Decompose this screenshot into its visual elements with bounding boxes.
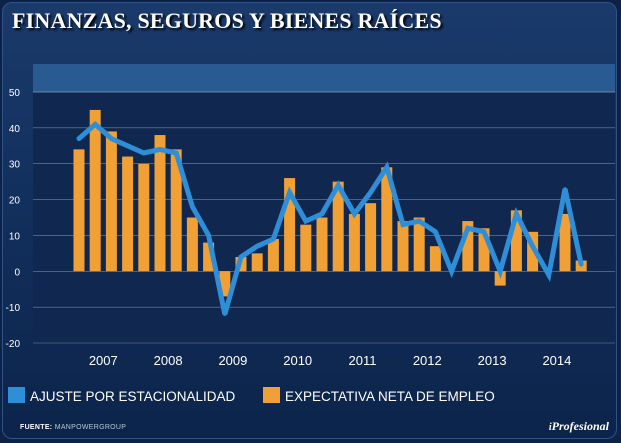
line-point [320,212,324,216]
y-tick-label: 40 [9,124,21,135]
line-point [433,230,437,234]
line-point [531,244,535,248]
line-point [417,219,421,223]
line-point [482,230,486,234]
bar [478,228,490,272]
line-point [207,233,211,238]
bar [105,131,117,272]
bar [203,242,215,272]
bar [316,217,328,272]
bar [365,203,377,272]
bar [348,213,360,272]
legend-bar-label: EXPECTATIVA NETA DE EMPLEO [285,389,495,404]
legend: AJUSTE POR ESTACIONALIDAD EXPECTATIVA NE… [8,387,495,404]
line-point [579,262,583,266]
legend-bar-swatch [263,387,280,403]
line-point [158,147,162,151]
bar [397,221,409,272]
y-tick-label: -10 [6,303,21,314]
bar [381,167,393,272]
x-tick-label: 2012 [413,353,442,368]
source-note: FUENTE: MANPOWERGROUP [20,424,126,431]
bar [73,149,85,272]
bar [462,221,474,272]
bar [332,181,344,272]
line-point [126,144,130,148]
publisher-logo: iProfesional [549,419,609,434]
x-tick-label: 2008 [154,353,183,368]
line-point [174,151,178,155]
y-axis: 50 40 30 20 10 0 -10 -20 [6,88,21,350]
x-tick-label: 2011 [349,353,377,368]
x-tick-label: 2014 [542,353,571,368]
source-name: MANPOWERGROUP [54,424,127,431]
x-tick-label: 2007 [89,353,118,368]
bar [267,239,279,272]
series-line [76,120,584,315]
bar [251,253,263,272]
line-point [336,183,340,187]
line-point [271,237,275,241]
line-series [76,120,584,316]
line-point [385,165,389,169]
line-point [142,151,146,155]
line-point [466,226,470,230]
bar [122,156,134,272]
line-point [288,190,292,194]
x-tick-label: 2009 [218,353,247,368]
page-title: FINANZAS, SEGUROS Y BIENES RAÍCES [12,8,442,33]
line-point [304,219,308,223]
plot-background [33,64,615,346]
bar [186,217,198,272]
y-tick-label: 0 [14,267,20,278]
x-axis: 2007 2008 2009 2010 2011 2012 2013 2014 [89,353,572,368]
y-tick-label: 10 [9,231,21,242]
logo-prefix: i [548,422,552,433]
plot-header-band [33,64,615,92]
line-point [401,223,405,227]
bar [494,271,506,286]
y-tick-label: 20 [9,196,21,207]
line-point [93,122,97,126]
line-point [450,269,454,273]
legend-line-swatch [8,387,25,403]
bar [527,231,539,272]
bar [284,178,296,272]
y-tick-label: 30 [9,160,21,171]
line-point [563,187,567,191]
line-point [498,269,502,273]
bar [413,217,425,272]
x-tick-label: 2010 [283,353,312,368]
line-point [77,137,81,141]
bar [170,149,182,272]
bar [429,246,441,272]
line-point [190,205,194,209]
legend-line-label: AJUSTE POR ESTACIONALIDAD [30,389,236,404]
bar [138,163,150,272]
bar [89,109,101,272]
line-point [514,212,519,216]
bar [154,135,166,272]
bar [510,210,522,272]
line-point [239,255,243,259]
line-point [547,273,551,277]
bar [559,213,571,272]
line-point [352,212,356,216]
x-tick-label: 2013 [478,353,507,368]
line-point [223,312,227,316]
y-tick-label: -20 [6,339,21,350]
bar [300,224,312,272]
logo-name: Profesional [551,419,609,433]
line-point [109,137,113,141]
source-label: FUENTE: [20,424,53,431]
line-point [255,244,259,248]
bar [219,271,231,297]
y-tick-label: 50 [9,88,21,99]
line-point [369,190,373,194]
